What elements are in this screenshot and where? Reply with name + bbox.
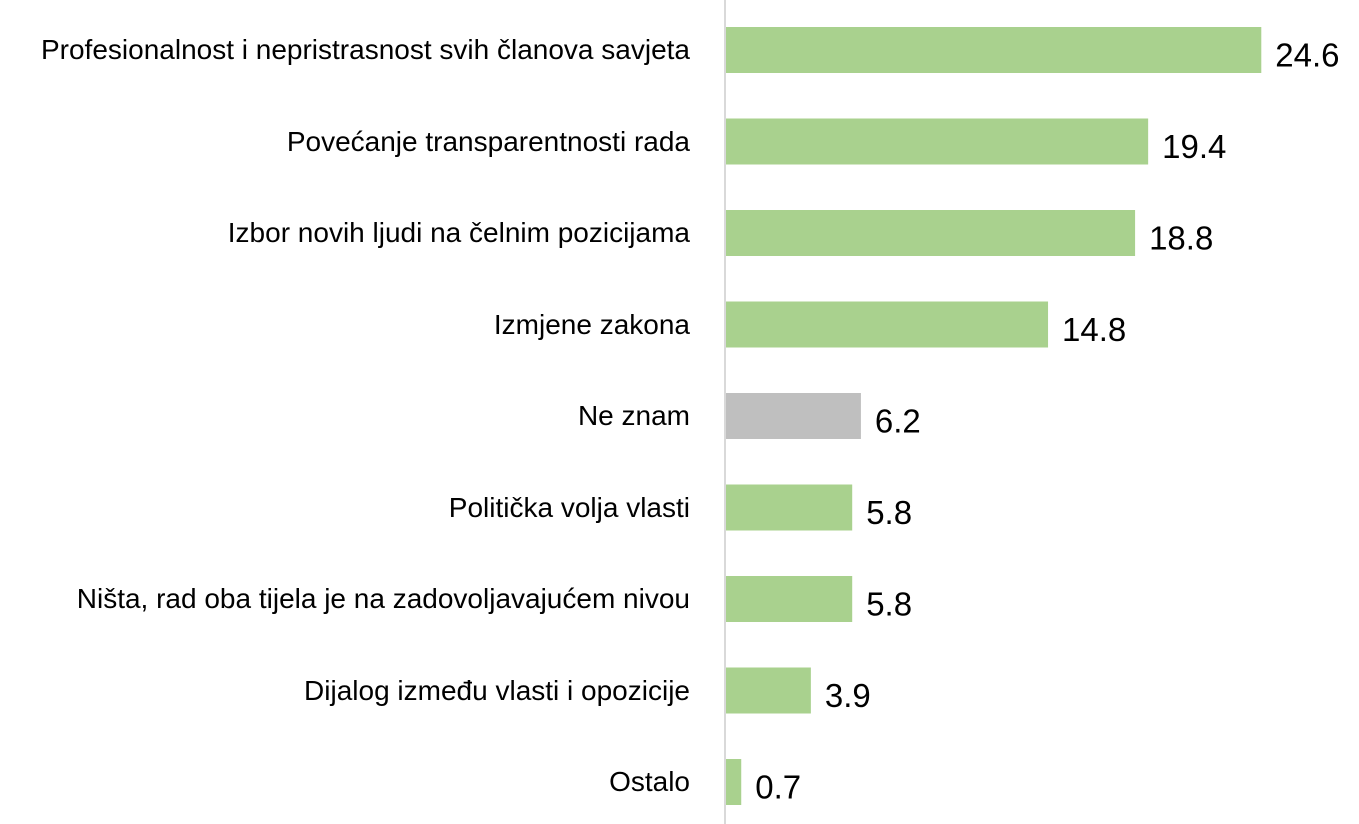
bar bbox=[726, 759, 742, 805]
category-label: Dijalog između vlasti i opozicije bbox=[304, 674, 690, 706]
value-label: 3.9 bbox=[825, 677, 871, 714]
category-label: Ostalo bbox=[609, 766, 690, 797]
category-label: Politička volja vlasti bbox=[448, 491, 690, 523]
bar bbox=[726, 210, 1136, 256]
category-label: Ništa, rad oba tijela je na zadovoljavaj… bbox=[76, 583, 690, 614]
category-label: Izmjene zakona bbox=[493, 308, 690, 340]
value-label: 24.6 bbox=[1275, 37, 1339, 74]
value-label: 14.8 bbox=[1062, 311, 1126, 348]
value-label: 0.7 bbox=[755, 769, 801, 806]
value-label: 5.8 bbox=[866, 586, 912, 623]
bar bbox=[726, 393, 861, 439]
bar bbox=[726, 484, 853, 531]
bar bbox=[726, 301, 1049, 348]
category-label: Izbor novih ljudi na čelnim pozicijama bbox=[227, 217, 690, 248]
category-label: Profesionalnost i nepristrasnost svih čl… bbox=[40, 34, 690, 65]
value-label: 5.8 bbox=[866, 494, 912, 531]
bar bbox=[726, 118, 1149, 165]
bar bbox=[726, 576, 853, 622]
category-label: Povećanje transparentnosti rada bbox=[286, 125, 690, 157]
bar bbox=[726, 667, 811, 714]
value-label: 6.2 bbox=[875, 403, 921, 440]
category-label: Ne znam bbox=[577, 400, 690, 431]
bar bbox=[726, 27, 1262, 73]
value-label: 19.4 bbox=[1162, 128, 1226, 165]
value-label: 18.8 bbox=[1149, 220, 1213, 257]
